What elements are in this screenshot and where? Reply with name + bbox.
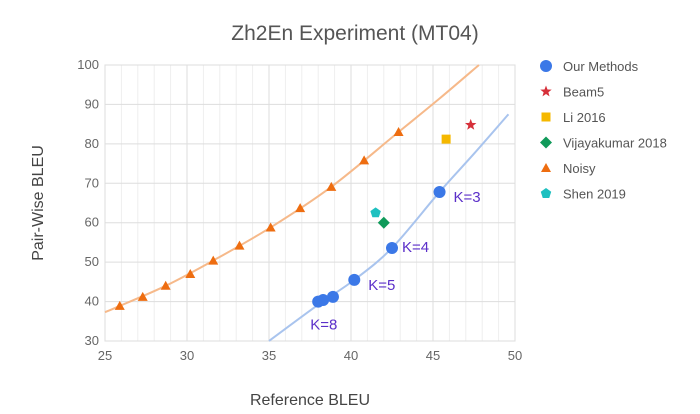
noisy-point: [265, 222, 276, 232]
y-tick-label: 80: [85, 136, 99, 151]
x-tick-label: 35: [262, 348, 276, 363]
legend-noisy-icon: [541, 163, 551, 172]
y-tick-label: 90: [85, 96, 99, 111]
li-2016-point: [441, 134, 451, 144]
noisy-point: [295, 203, 306, 213]
our-methods-point: [312, 295, 325, 308]
y-tick-label: 30: [85, 333, 99, 348]
annotation-k-5: K=5: [368, 277, 395, 294]
legend-li-2016-label: Li 2016: [563, 110, 606, 125]
x-tick-label: 45: [426, 348, 440, 363]
legend-our-methods-label: Our Methods: [563, 59, 639, 74]
our-methods-point: [433, 185, 446, 198]
noisy-point: [326, 181, 337, 191]
y-tick-label: 100: [77, 57, 99, 72]
vijayakumar-2018-point: [377, 216, 390, 229]
y-tick-label: 50: [85, 254, 99, 269]
our-methods-trendline: [268, 113, 510, 342]
noisy-point: [137, 291, 148, 301]
legend-our-methods-icon: [540, 60, 552, 72]
x-tick-label: 50: [508, 348, 522, 363]
noisy-point: [393, 127, 404, 137]
legend-li-2016-icon: [541, 112, 551, 122]
beam5-point: [465, 118, 477, 130]
x-tick-label: 25: [98, 348, 112, 363]
noisy-point: [160, 280, 171, 290]
legend-shen-2019-label: Shen 2019: [563, 187, 626, 202]
annotation-k-4: K=4: [402, 239, 429, 256]
legend-noisy-label: Noisy: [563, 161, 596, 176]
y-tick-label: 40: [85, 294, 99, 309]
chart-title: Zh2En Experiment (MT04): [231, 22, 478, 45]
legend-vijayakumar-2018-label: Vijayakumar 2018: [563, 136, 667, 151]
y-axis-label: Pair-Wise BLEU: [30, 145, 47, 261]
legend-beam5-label: Beam5: [563, 85, 604, 100]
y-tick-label: 60: [85, 215, 99, 230]
annotation-k-3: K=3: [454, 189, 481, 206]
our-methods-point: [348, 273, 361, 286]
noisy-point: [234, 240, 245, 250]
y-tick-label: 70: [85, 175, 99, 190]
x-tick-label: 30: [180, 348, 194, 363]
shen-2019-point: [370, 207, 381, 218]
noisy-point: [114, 300, 125, 310]
noisy-point: [359, 155, 370, 165]
our-methods-point: [386, 241, 398, 254]
x-tick-label: 40: [344, 348, 358, 363]
noisy-point: [185, 268, 196, 278]
annotation-k-8: K=8: [310, 317, 337, 334]
legend-beam5-icon: [540, 85, 552, 97]
noisy-point: [208, 255, 219, 265]
our-methods-point: [326, 290, 339, 303]
x-axis-label: Reference BLEU: [250, 392, 370, 409]
noisy-trendline: [104, 64, 480, 314]
legend-vijayakumar-2018-icon: [540, 136, 552, 149]
legend-shen-2019-icon: [540, 188, 552, 198]
